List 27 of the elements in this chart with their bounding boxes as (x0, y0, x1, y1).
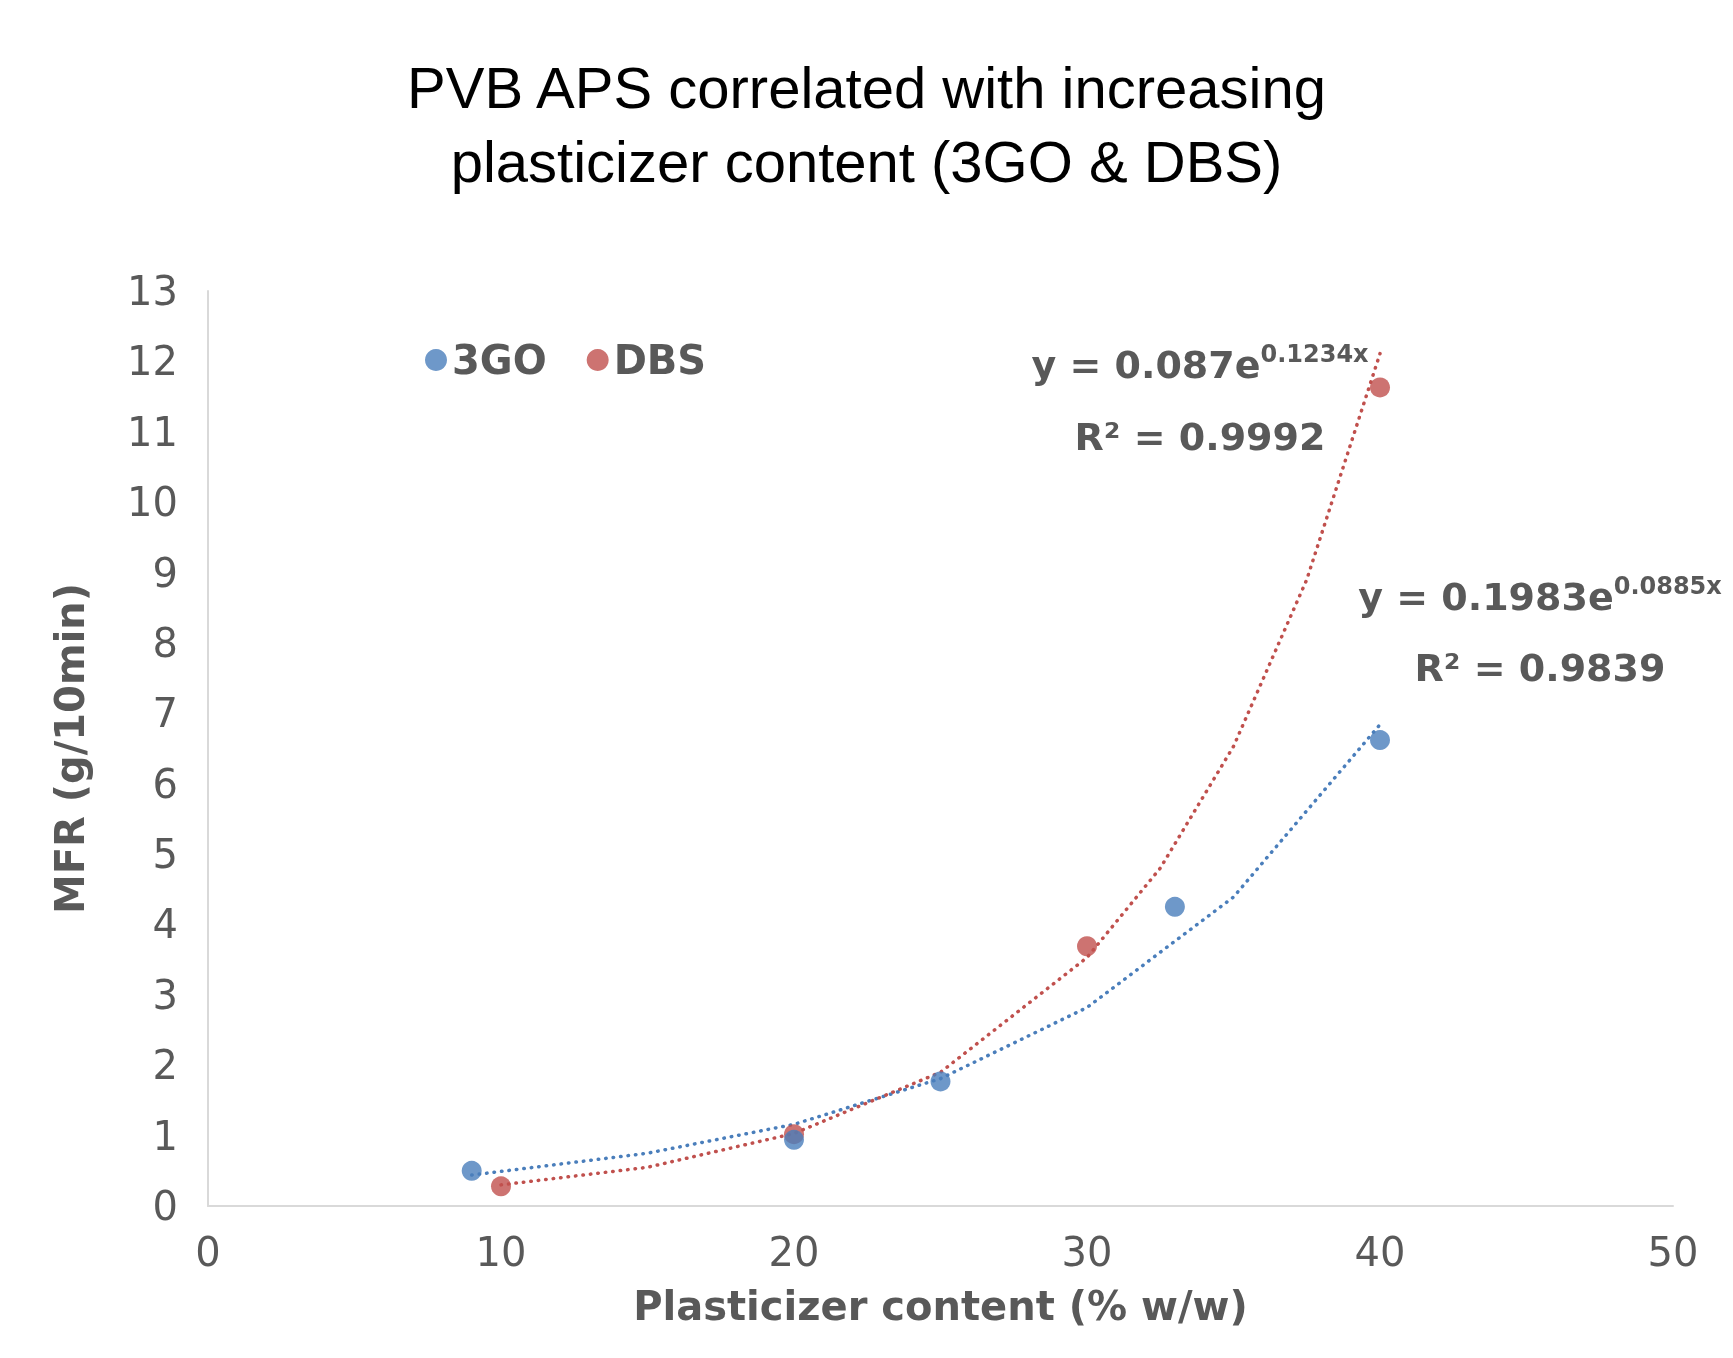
x-tick-label: 0 (195, 1229, 221, 1275)
x-axis-title: Plasticizer content (% w/w) (633, 1283, 1248, 1329)
x-tick-label: 10 (475, 1229, 527, 1275)
y-axis-title: MFR (g/10min) (47, 582, 93, 915)
y-tick-label: 4 (152, 901, 178, 948)
y-tick-label: 10 (127, 479, 178, 526)
y-tick-label: 9 (152, 549, 178, 596)
legend-label: DBS (613, 337, 707, 383)
y-tick-label: 8 (152, 619, 178, 666)
y-tick-label: 7 (152, 690, 178, 737)
annotation: R² = 0.9839 (1414, 646, 1666, 690)
x-tick-label: 30 (1061, 1229, 1113, 1275)
x-tick-label: 40 (1354, 1229, 1406, 1275)
chart-title: PVB APS correlated with increasing plasticizer content (3GO & DBS) (407, 54, 1326, 194)
y-tick-label: 6 (152, 760, 178, 807)
y-tick-label: 0 (152, 1183, 178, 1229)
y-tick-label: 3 (152, 971, 178, 1018)
y-tick-label: 1 (152, 1112, 178, 1159)
x-tick-label: 50 (1647, 1229, 1699, 1275)
y-tick-label: 13 (127, 268, 178, 314)
y-tick-label: 11 (127, 408, 178, 455)
y-tick-label: 5 (152, 831, 178, 878)
y-tick-label: 2 (152, 1042, 178, 1089)
annotation: R² = 0.9992 (1074, 415, 1326, 459)
legend-label: 3GO (452, 337, 547, 383)
y-tick-label: 12 (127, 338, 178, 385)
x-tick-label: 20 (768, 1229, 820, 1275)
